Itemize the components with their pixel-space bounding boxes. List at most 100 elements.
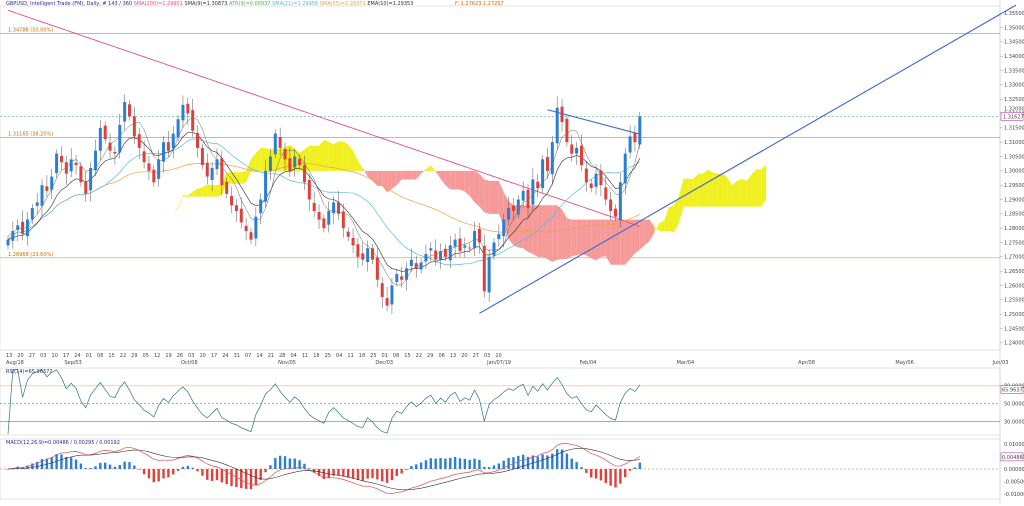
- candle-body: [366, 248, 370, 262]
- macd-histogram-bar: [546, 455, 549, 469]
- macd-histogram-bar: [259, 469, 262, 480]
- candle: [375, 247, 379, 288]
- macd-histogram-bar: [405, 469, 408, 470]
- ichimoku-cloud-segment: [591, 219, 597, 261]
- candle-body: [609, 199, 613, 211]
- candle-body: [589, 183, 593, 189]
- macd-histogram-bar: [492, 465, 496, 469]
- candle: [409, 248, 413, 273]
- candle: [550, 136, 554, 186]
- candle: [293, 148, 297, 177]
- candle: [176, 114, 180, 142]
- ichimoku-cloud-segment: [625, 219, 631, 265]
- ichimoku-cloud-segment: [241, 170, 247, 184]
- candle: [458, 227, 462, 258]
- candle-body: [288, 158, 292, 171]
- time-tick-label: 06: [438, 353, 444, 359]
- ichimoku-cloud-segment: [221, 172, 227, 196]
- macd-histogram-bar: [108, 464, 112, 469]
- candle-body: [623, 153, 627, 184]
- sma55-label: SMA(55)=1.28371: [319, 1, 366, 7]
- candle: [492, 238, 496, 260]
- candle: [157, 149, 161, 187]
- macd-histogram-bar: [274, 458, 277, 469]
- candle-body: [351, 237, 355, 246]
- ichimoku-cloud-segment: [148, 229, 154, 233]
- candle: [439, 243, 443, 270]
- candle: [614, 204, 617, 221]
- price-tick-label: 1.34000: [1004, 54, 1024, 60]
- macd-histogram-bar: [35, 461, 39, 469]
- macd-histogram-bar: [453, 457, 457, 469]
- candle: [536, 173, 540, 198]
- ichimoku-cloud-segment: [605, 219, 611, 265]
- ichimoku-cloud-segment: [547, 205, 553, 262]
- ichimoku-cloud-segment: [688, 178, 694, 207]
- macd-histogram-bar: [449, 457, 452, 469]
- time-tick-label: 07: [245, 353, 251, 359]
- time-tick-label: 18: [313, 353, 319, 359]
- candle-body: [555, 107, 559, 144]
- macd-histogram-bar: [288, 458, 292, 469]
- macd-histogram-bar: [347, 469, 350, 478]
- candle-body: [21, 221, 25, 234]
- macd-histogram-bar: [638, 462, 641, 469]
- candle: [487, 249, 491, 302]
- candle-body: [132, 116, 136, 137]
- time-tick-label: 27: [473, 353, 479, 359]
- month-label: Apr/08: [798, 360, 815, 366]
- macd-histogram-bar: [176, 469, 180, 471]
- candle-body: [511, 205, 515, 211]
- candle: [40, 179, 44, 217]
- candle: [584, 160, 588, 192]
- candle-body: [346, 231, 350, 237]
- ichimoku-cloud-segment: [314, 145, 320, 171]
- rsi-tick-label: 30.00000: [1004, 419, 1024, 425]
- candle-body: [268, 156, 272, 171]
- ichimoku-cloud-segment: [727, 177, 733, 207]
- macd-histogram-bar: [609, 469, 612, 486]
- month-label: Oct/08: [181, 360, 198, 366]
- macd-histogram-bar: [69, 457, 73, 469]
- time-tick-label: 03: [484, 353, 490, 359]
- candle: [385, 286, 389, 312]
- candle: [200, 143, 204, 170]
- candle: [205, 153, 209, 185]
- candle-body: [395, 274, 399, 283]
- ichimoku-cloud-segment: [202, 184, 208, 197]
- candle: [604, 176, 608, 206]
- candle-body: [157, 159, 161, 179]
- candle-body: [278, 137, 282, 148]
- time-tick-label: 24: [222, 353, 228, 359]
- candle-body: [458, 238, 462, 252]
- macd-histogram-bar: [152, 469, 155, 483]
- price-tick-label: 1.31500: [1004, 126, 1024, 132]
- candle: [575, 141, 579, 165]
- macd-histogram-bar: [142, 469, 146, 475]
- candle: [50, 168, 54, 200]
- ema10-line: [7, 131, 641, 272]
- price-tick-label: 1.27000: [1004, 255, 1024, 261]
- candle-body: [424, 253, 428, 262]
- ichimoku-cloud-segment: [309, 145, 315, 171]
- candle: [128, 100, 131, 121]
- macd-histogram-bar: [458, 458, 462, 469]
- ema10-label: EMA(10)=1.29353: [367, 1, 414, 7]
- time-tick-label: 14: [256, 353, 262, 359]
- price-tick-label: 1.33500: [1004, 68, 1024, 74]
- candle-body: [560, 106, 564, 123]
- candle-body: [594, 173, 598, 187]
- candle: [609, 191, 613, 221]
- candle-body: [545, 157, 549, 171]
- macd-histogram-bar: [186, 465, 190, 469]
- candle-body: [74, 162, 78, 166]
- candle: [244, 218, 248, 241]
- candle: [278, 127, 282, 156]
- ichimoku-cloud-segment: [197, 187, 203, 197]
- candle-body: [264, 170, 268, 202]
- macd-histogram-bar: [624, 469, 627, 478]
- candle-body: [239, 208, 243, 223]
- rsi-label: RSI(14)=65.96377: [6, 369, 53, 375]
- macd-tick-label: 0.00000: [1004, 467, 1024, 473]
